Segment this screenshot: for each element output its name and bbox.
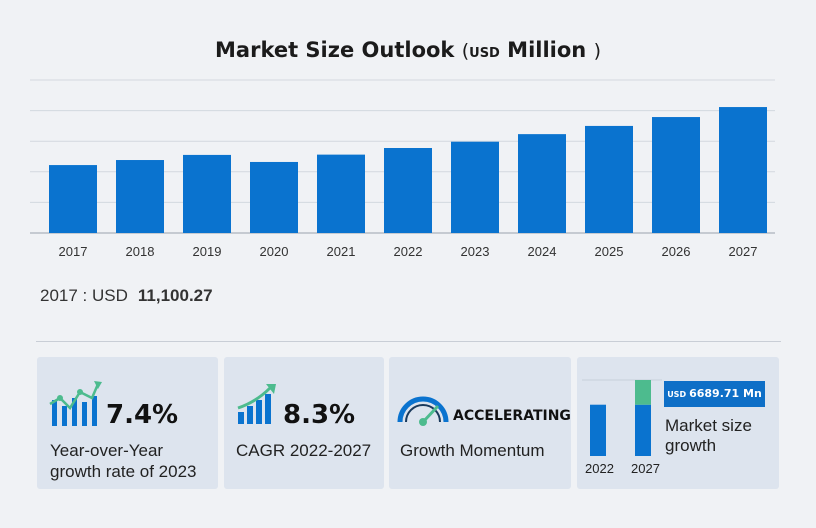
title-text: Market Size Outlook bbox=[215, 38, 455, 62]
mini-bar-2027-base bbox=[635, 404, 651, 456]
divider bbox=[36, 341, 781, 342]
unit-scale: Million bbox=[507, 38, 587, 62]
market-growth-desc-line2: growth bbox=[665, 436, 717, 455]
x-tick-label-2026: 2026 bbox=[662, 244, 691, 259]
x-tick-label-2018: 2018 bbox=[126, 244, 155, 259]
badge-currency: USD bbox=[667, 390, 687, 399]
bar-chart: 2017 2018 2019 2020 2021 2022 2023 2024 2025 2026… bbox=[30, 79, 775, 259]
bar-2027 bbox=[719, 107, 767, 233]
yoy-description: Year-over-Year growth rate of 2023 bbox=[50, 440, 196, 482]
base-year-amount: 11,100.27 bbox=[137, 286, 213, 305]
momentum-description: Growth Momentum bbox=[400, 440, 545, 461]
unit-open-paren: ( bbox=[461, 40, 470, 62]
x-tick-label-2020: 2020 bbox=[260, 244, 289, 259]
momentum-metric: ACCELERATING bbox=[453, 408, 571, 424]
cagr-description: CAGR 2022-2027 bbox=[236, 440, 371, 461]
bar-2024 bbox=[518, 134, 566, 233]
mini-label-2022: 2022 bbox=[585, 461, 614, 476]
bar-2017 bbox=[49, 165, 97, 233]
x-tick-label-2027: 2027 bbox=[729, 244, 758, 259]
x-tick-label-2019: 2019 bbox=[193, 244, 222, 259]
x-tick-label-2022: 2022 bbox=[394, 244, 423, 259]
yoy-metric: 7.4% bbox=[106, 400, 179, 430]
market-growth-desc-line1: Market size bbox=[665, 416, 752, 435]
x-tick-label-2017: 2017 bbox=[59, 244, 88, 259]
x-tick-label-2023: 2023 bbox=[461, 244, 490, 259]
growth-chart-icon bbox=[49, 381, 102, 426]
yoy-desc-line2: growth rate of 2023 bbox=[50, 462, 197, 481]
chart-title: Market Size Outlook (USD Million ) bbox=[0, 38, 816, 62]
speedometer-icon bbox=[397, 396, 449, 426]
bar-2020 bbox=[250, 161, 298, 233]
bar-2022 bbox=[384, 147, 432, 233]
base-year-value: 2017 : USD 11,100.27 bbox=[40, 286, 213, 306]
x-tick-label-2025: 2025 bbox=[595, 244, 624, 259]
mini-growth-chart bbox=[582, 379, 662, 456]
yoy-card bbox=[37, 357, 218, 489]
bar-2019 bbox=[183, 154, 231, 233]
momentum-desc-line1: Growth Momentum bbox=[400, 441, 545, 460]
unit-currency: USD bbox=[469, 46, 500, 61]
growth-value-badge: USD 6689.71 Mn bbox=[664, 381, 765, 407]
trend-bars-icon bbox=[237, 384, 276, 424]
market-growth-card bbox=[577, 357, 779, 489]
mini-label-2027: 2027 bbox=[631, 461, 660, 476]
mini-bar-2027-growth bbox=[635, 380, 651, 405]
bar-2018 bbox=[116, 160, 164, 233]
bar-2023 bbox=[451, 141, 499, 233]
bar-2026 bbox=[652, 117, 700, 233]
cagr-metric: 8.3% bbox=[283, 400, 356, 430]
cagr-desc-line1: CAGR 2022-2027 bbox=[236, 441, 372, 460]
market-growth-description: Market size growth bbox=[665, 416, 752, 456]
bar-2021 bbox=[317, 154, 365, 233]
badge-value: 6689.71 Mn bbox=[689, 387, 762, 400]
bar-2025 bbox=[585, 125, 633, 233]
x-tick-label-2021: 2021 bbox=[327, 244, 356, 259]
x-tick-label-2024: 2024 bbox=[528, 244, 557, 259]
yoy-desc-line1: Year-over-Year bbox=[50, 441, 164, 460]
unit-close-paren: ) bbox=[593, 40, 601, 62]
base-year-label: 2017 : USD bbox=[40, 286, 128, 305]
mini-bar-2022 bbox=[590, 404, 606, 456]
